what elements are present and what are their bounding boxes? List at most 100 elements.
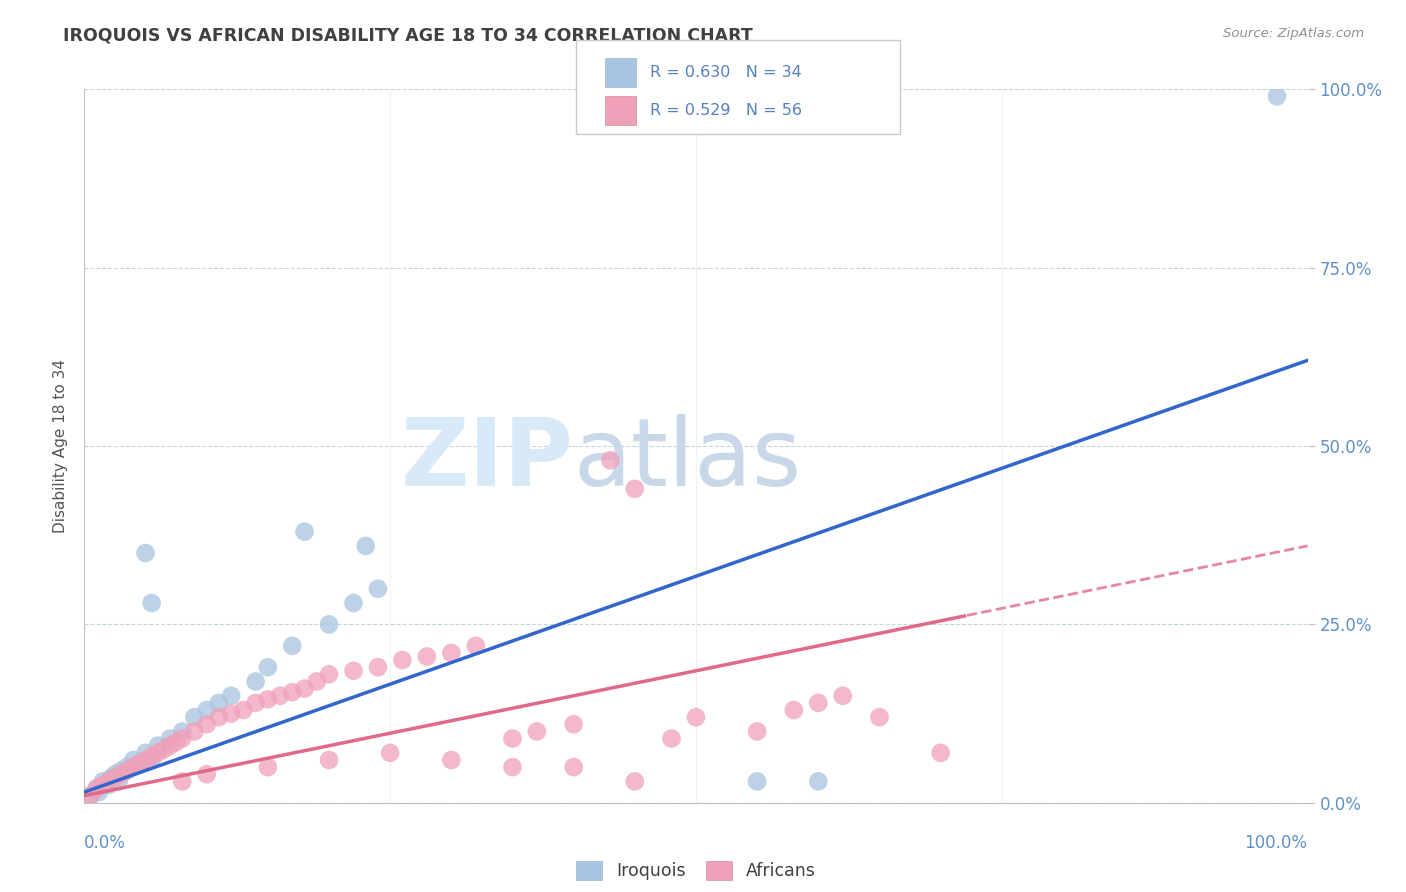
Point — [195, 767, 218, 781]
Point — [97, 778, 120, 792]
Point — [135, 546, 157, 560]
Point — [172, 731, 194, 746]
Point — [100, 771, 122, 785]
Point — [87, 785, 110, 799]
Point — [281, 639, 304, 653]
Text: ZIP: ZIP — [401, 414, 574, 507]
Text: R = 0.630   N = 34: R = 0.630 N = 34 — [650, 65, 801, 80]
Point — [807, 696, 830, 710]
Text: 100.0%: 100.0% — [1244, 834, 1308, 852]
Point — [141, 749, 163, 764]
Point — [91, 774, 114, 789]
Point — [97, 774, 120, 789]
Point — [747, 724, 769, 739]
Y-axis label: Disability Age 18 to 34: Disability Age 18 to 34 — [53, 359, 69, 533]
Point — [128, 756, 150, 771]
Point — [599, 453, 621, 467]
Point — [929, 746, 952, 760]
Point — [440, 646, 463, 660]
Point — [110, 764, 132, 778]
Point — [172, 774, 194, 789]
Text: IROQUOIS VS AFRICAN DISABILITY AGE 18 TO 34 CORRELATION CHART: IROQUOIS VS AFRICAN DISABILITY AGE 18 TO… — [63, 27, 754, 45]
Point — [783, 703, 806, 717]
Point — [146, 746, 169, 760]
Point — [257, 692, 280, 706]
Text: Source: ZipAtlas.com: Source: ZipAtlas.com — [1223, 27, 1364, 40]
Point — [159, 739, 181, 753]
Point — [367, 660, 389, 674]
Point — [128, 756, 150, 771]
Point — [183, 710, 205, 724]
Point — [159, 731, 181, 746]
Point — [172, 724, 194, 739]
Point — [208, 710, 231, 724]
Point — [135, 753, 157, 767]
Point — [232, 703, 254, 717]
Point — [502, 760, 524, 774]
Point — [245, 696, 267, 710]
Point — [269, 689, 291, 703]
Point — [257, 760, 280, 774]
Point — [747, 774, 769, 789]
Point — [685, 710, 707, 724]
Point — [219, 706, 242, 721]
Point — [342, 664, 364, 678]
Point — [807, 774, 830, 789]
Point — [107, 774, 129, 789]
Point — [294, 524, 316, 539]
Point — [294, 681, 316, 696]
Point — [380, 746, 402, 760]
Point — [661, 731, 683, 746]
Point — [104, 771, 127, 785]
Point — [135, 746, 157, 760]
Point — [464, 639, 486, 653]
Point — [502, 731, 524, 746]
Point — [318, 753, 340, 767]
Point — [318, 617, 340, 632]
Point — [318, 667, 340, 681]
Legend: Iroquois, Africans: Iroquois, Africans — [569, 854, 823, 887]
Point — [219, 689, 242, 703]
Point — [281, 685, 304, 699]
Point — [440, 753, 463, 767]
Point — [624, 482, 647, 496]
Point — [91, 778, 114, 792]
Point — [367, 582, 389, 596]
Point — [526, 724, 548, 739]
Point — [79, 789, 101, 803]
Point — [562, 760, 585, 774]
Point — [110, 767, 132, 781]
Point — [86, 781, 108, 796]
Point — [305, 674, 328, 689]
Point — [416, 649, 439, 664]
Point — [624, 774, 647, 789]
Point — [104, 767, 127, 781]
Point — [153, 742, 176, 756]
Point — [141, 753, 163, 767]
Point — [1265, 89, 1288, 103]
Point — [245, 674, 267, 689]
Point — [195, 717, 218, 731]
Text: 0.0%: 0.0% — [84, 834, 127, 852]
Point — [208, 696, 231, 710]
Point — [562, 717, 585, 731]
Point — [115, 764, 138, 778]
Point — [342, 596, 364, 610]
Point — [257, 660, 280, 674]
Point — [354, 539, 377, 553]
Point — [146, 739, 169, 753]
Text: atlas: atlas — [574, 414, 801, 507]
Point — [141, 596, 163, 610]
Point — [195, 703, 218, 717]
Point — [115, 760, 138, 774]
Point — [391, 653, 413, 667]
Point — [122, 760, 145, 774]
Point — [122, 753, 145, 767]
Point — [183, 724, 205, 739]
Point — [165, 735, 187, 749]
Point — [869, 710, 891, 724]
Point — [79, 789, 101, 803]
Point — [831, 689, 853, 703]
Text: R = 0.529   N = 56: R = 0.529 N = 56 — [650, 103, 801, 119]
Point — [86, 781, 108, 796]
